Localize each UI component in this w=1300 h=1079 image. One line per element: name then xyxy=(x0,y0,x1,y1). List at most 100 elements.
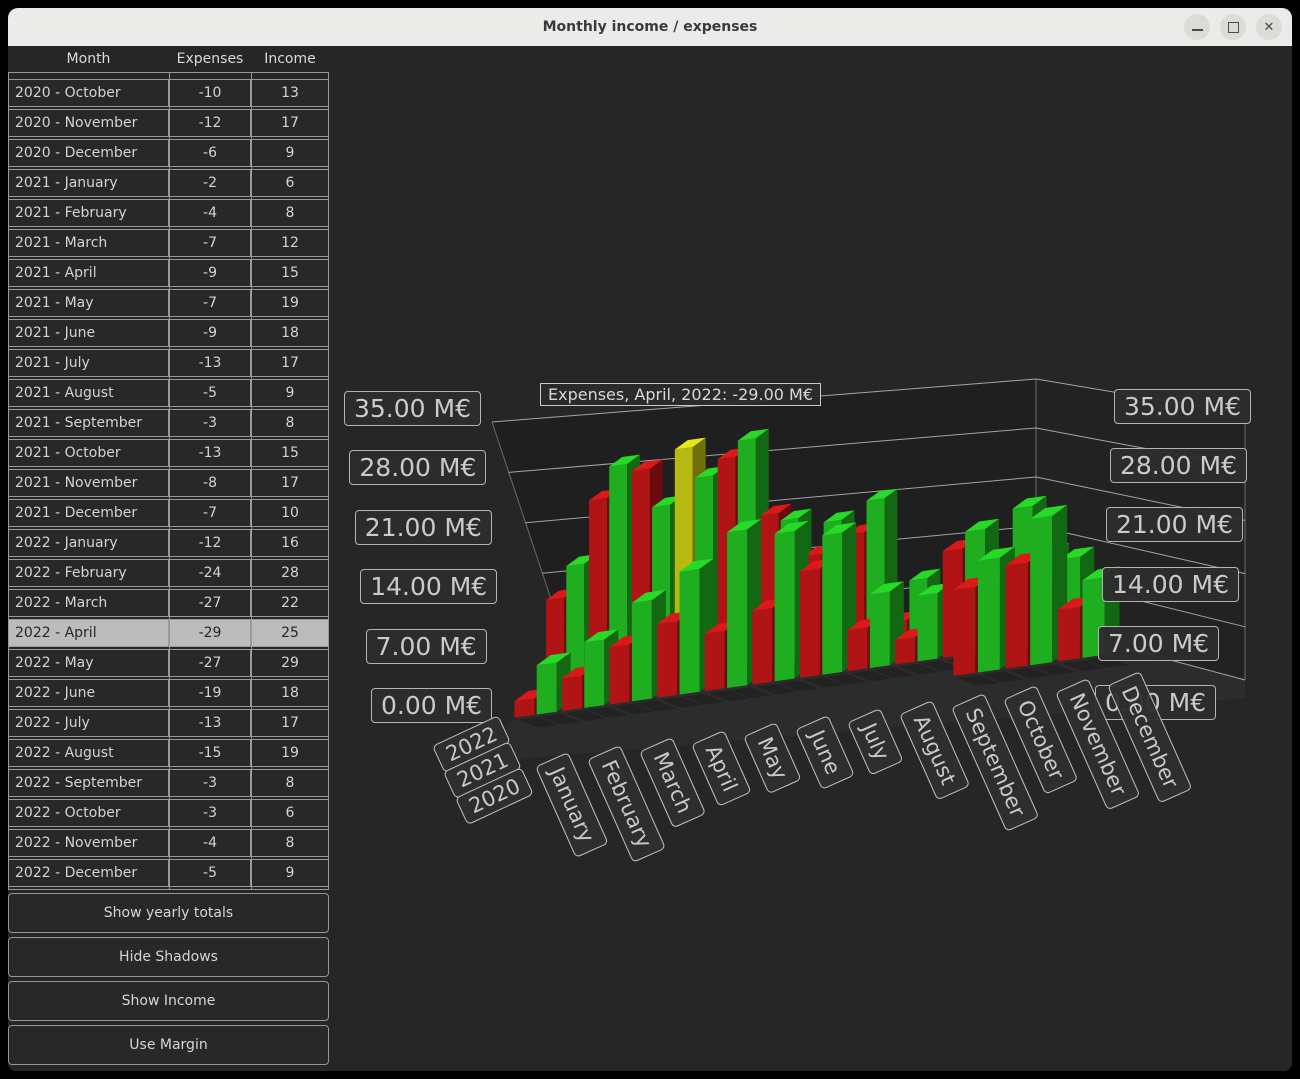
table-row[interactable]: 2021 - September -3 8 xyxy=(8,409,329,437)
month-cell: 2021 - September xyxy=(8,409,169,437)
value-axis-label-left: 0.00 M€ xyxy=(371,688,493,723)
close-button[interactable]: ✕ xyxy=(1256,14,1282,40)
expenses-cell: -19 xyxy=(169,679,251,707)
expenses-cell: -27 xyxy=(169,649,251,677)
show-income-button[interactable]: Show Income xyxy=(8,981,329,1021)
value-axis-label-left: 7.00 M€ xyxy=(365,628,487,664)
show-yearly-totals-button[interactable]: Show yearly totals xyxy=(8,893,329,933)
table-row[interactable]: 2022 - February -24 28 xyxy=(8,559,329,587)
table-row[interactable]: 2022 - September -3 8 xyxy=(8,769,329,797)
expenses-cell: -24 xyxy=(169,559,251,587)
table-row[interactable]: 2022 - May -27 29 xyxy=(8,649,329,677)
income-cell: 17 xyxy=(251,349,329,377)
expenses-cell: -4 xyxy=(169,829,251,857)
month-cell: 2022 - December xyxy=(8,859,169,887)
column-header-month: Month xyxy=(66,51,111,67)
income-cell: 15 xyxy=(251,439,329,467)
table-row[interactable]: 2021 - May -7 19 xyxy=(8,289,329,317)
maximize-button[interactable] xyxy=(1220,14,1246,40)
income-cell: 18 xyxy=(251,679,329,707)
table-row[interactable]: 2020 - November -12 17 xyxy=(8,109,329,137)
table-row[interactable]: 2021 - June -9 18 xyxy=(8,319,329,347)
table-row[interactable]: 2021 - February -4 8 xyxy=(8,199,329,227)
income-cell: 12 xyxy=(251,229,329,257)
expenses-cell: -15 xyxy=(169,739,251,767)
table-row[interactable]: 2022 - December -5 9 xyxy=(8,859,329,887)
table-row[interactable]: 2022 - July -13 17 xyxy=(8,709,329,737)
expenses-cell: -3 xyxy=(169,799,251,827)
table-row[interactable]: 2022 - June -19 18 xyxy=(8,679,329,707)
value-axis-label-right: 7.00 M€ xyxy=(1098,625,1220,661)
income-cell: 13 xyxy=(251,79,329,107)
table-header: Month Expenses Income xyxy=(8,46,329,72)
bar3d-scene[interactable] xyxy=(330,46,1292,1071)
value-axis-label-right: 21.00 M€ xyxy=(1106,507,1243,543)
month-cell: 2021 - December xyxy=(8,499,169,527)
income-cell: 28 xyxy=(251,559,329,587)
month-cell: 2021 - March xyxy=(8,229,169,257)
expenses-cell: -13 xyxy=(169,709,251,737)
table-row[interactable]: 2020 - October -10 13 xyxy=(8,79,329,107)
column-header-expenses: Expenses xyxy=(176,51,244,67)
value-axis-label-right: 35.00 M€ xyxy=(1114,389,1251,424)
bar3d-graph[interactable]: 35.00 M€ 28.00 M€ 21.00 M€ 14.00 M€ 7.00 M€ 0… xyxy=(330,46,1292,1071)
month-cell: 2022 - April xyxy=(8,619,169,647)
income-cell: 6 xyxy=(251,169,329,197)
table-row[interactable]: 2021 - August -5 9 xyxy=(8,379,329,407)
use-margin-button[interactable]: Use Margin xyxy=(8,1025,329,1065)
income-cell: 16 xyxy=(251,529,329,557)
income-cell: 9 xyxy=(251,859,329,887)
month-cell: 2021 - April xyxy=(8,259,169,287)
table-row[interactable]: 2021 - April -9 15 xyxy=(8,259,329,287)
month-cell: 2020 - October xyxy=(8,79,169,107)
table-row[interactable]: 2022 - March -27 22 xyxy=(8,589,329,617)
app-window: Monthly income / expenses ✕ Month Expens… xyxy=(8,8,1292,1071)
expenses-cell: -8 xyxy=(169,469,251,497)
income-cell: 29 xyxy=(251,649,329,677)
month-cell: 2021 - June xyxy=(8,319,169,347)
table-row[interactable]: 2021 - November -8 17 xyxy=(8,469,329,497)
close-icon: ✕ xyxy=(1263,19,1275,35)
income-cell: 19 xyxy=(251,739,329,767)
expenses-cell: -7 xyxy=(169,229,251,257)
table-row[interactable]: 2022 - April -29 25 xyxy=(8,619,329,647)
month-cell: 2021 - November xyxy=(8,469,169,497)
month-cell: 2021 - February xyxy=(8,199,169,227)
table-row[interactable]: 2021 - December -7 10 xyxy=(8,499,329,527)
window-content: Month Expenses Income 2020 - October -10 1… xyxy=(8,46,1292,1071)
selection-tooltip: Expenses, April, 2022: -29.00 M€ xyxy=(540,383,821,406)
sidebar: Month Expenses Income 2020 - October -10 1… xyxy=(8,46,330,1071)
table-row[interactable]: 2022 - October -3 6 xyxy=(8,799,329,827)
data-table: 2020 - October -10 13 2020 - November -12 17 2… xyxy=(8,72,329,890)
income-cell: 15 xyxy=(251,259,329,287)
month-cell: 2022 - August xyxy=(8,739,169,767)
income-cell: 9 xyxy=(251,139,329,167)
income-cell: 17 xyxy=(251,109,329,137)
income-cell: 6 xyxy=(251,799,329,827)
expenses-cell: -13 xyxy=(169,439,251,467)
bar-income-2021-May[interactable] xyxy=(727,519,762,688)
expenses-cell: -12 xyxy=(169,109,251,137)
table-row[interactable]: 2021 - July -13 17 xyxy=(8,349,329,377)
table-row[interactable]: 2020 - December -6 9 xyxy=(8,139,329,167)
title-bar[interactable]: Monthly income / expenses ✕ xyxy=(8,8,1292,47)
minimize-button[interactable] xyxy=(1184,14,1210,40)
window-title: Monthly income / expenses xyxy=(542,19,758,35)
month-cell: 2022 - May xyxy=(8,649,169,677)
hide-shadows-button[interactable]: Hide Shadows xyxy=(8,937,329,977)
month-cell: 2022 - November xyxy=(8,829,169,857)
table-row[interactable]: 2022 - January -12 16 xyxy=(8,529,329,557)
bar-income-2021-August[interactable] xyxy=(869,581,904,668)
table-row[interactable]: 2021 - January -2 6 xyxy=(8,169,329,197)
month-cell: 2021 - May xyxy=(8,289,169,317)
month-cell: 2022 - June xyxy=(8,679,169,707)
table-row[interactable]: 2021 - October -13 15 xyxy=(8,439,329,467)
table-row[interactable]: 2021 - March -7 12 xyxy=(8,229,329,257)
month-cell: 2022 - September xyxy=(8,769,169,797)
table-row[interactable]: 2022 - November -4 8 xyxy=(8,829,329,857)
expenses-cell: -10 xyxy=(169,79,251,107)
month-cell: 2022 - July xyxy=(8,709,169,737)
income-cell: 8 xyxy=(251,769,329,797)
table-row[interactable]: 2022 - August -15 19 xyxy=(8,739,329,767)
